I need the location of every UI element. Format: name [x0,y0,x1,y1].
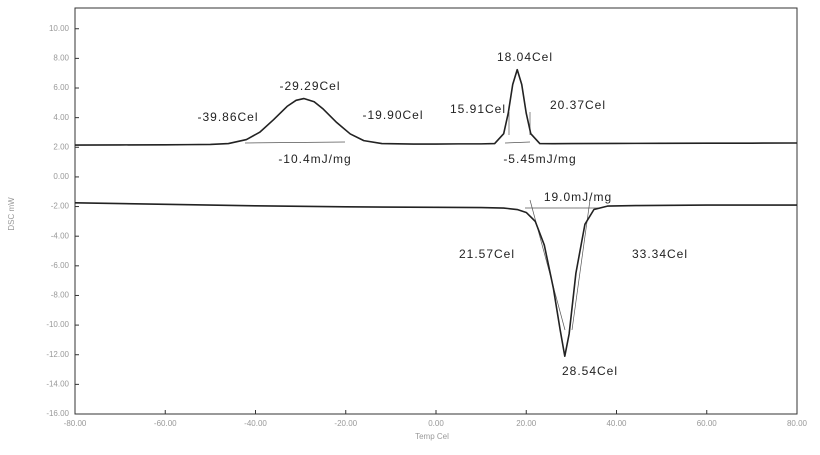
x-tick-label: -40.00 [244,419,267,428]
dsc-curve [74,202,797,358]
y-tick-label: 0.00 [53,172,69,181]
y-tick-label: 2.00 [53,142,69,151]
annotation: -39.86Cel [197,110,258,124]
y-tick-label: -4.00 [51,231,70,240]
annotation: 33.34Cel [632,247,688,261]
annotation: -10.4mJ/mg [278,152,351,166]
y-tick-label: -16.00 [46,409,69,418]
annotation: 28.54Cel [562,364,618,378]
x-tick-label: -60.00 [154,419,177,428]
x-tick-label: 0.00 [428,419,444,428]
annotation: 15.91Cel [450,102,506,116]
y-tick-label: 10.00 [49,24,70,33]
baseline [244,141,346,144]
x-tick-label: 20.00 [516,419,537,428]
x-axis-label: Temp Cel [415,432,449,441]
y-tick-label: 8.00 [53,53,69,62]
x-tick-label: -80.00 [64,419,87,428]
y-tick-label: -10.00 [46,320,69,329]
y-axis-label: DSC mW [7,197,16,231]
annotation: 18.04Cel [497,50,553,64]
x-tick-label: 40.00 [606,419,627,428]
tangent [529,199,566,331]
annotation: -29.29Cel [279,79,340,93]
y-tick-label: -14.00 [46,379,69,388]
annotation: 21.57Cel [459,247,515,261]
dsc-curve [74,68,798,146]
annotation: -5.45mJ/mg [503,152,576,166]
x-tick-label: 60.00 [697,419,718,428]
baseline [504,141,531,144]
plot-frame [74,7,798,415]
annotation: 20.37Cel [550,98,606,112]
y-tick-label: -6.00 [51,261,70,270]
y-tick-label: -12.00 [46,350,69,359]
x-tick-label: -20.00 [334,419,357,428]
y-tick-label: -2.00 [51,202,70,211]
annotation: 19.0mJ/mg [544,190,612,204]
y-tick-label: 4.00 [53,113,69,122]
x-tick-label: 80.00 [787,419,808,428]
y-tick-label: 6.00 [53,83,69,92]
y-tick-label: -8.00 [51,291,70,300]
annotation: -19.90Cel [362,108,423,122]
